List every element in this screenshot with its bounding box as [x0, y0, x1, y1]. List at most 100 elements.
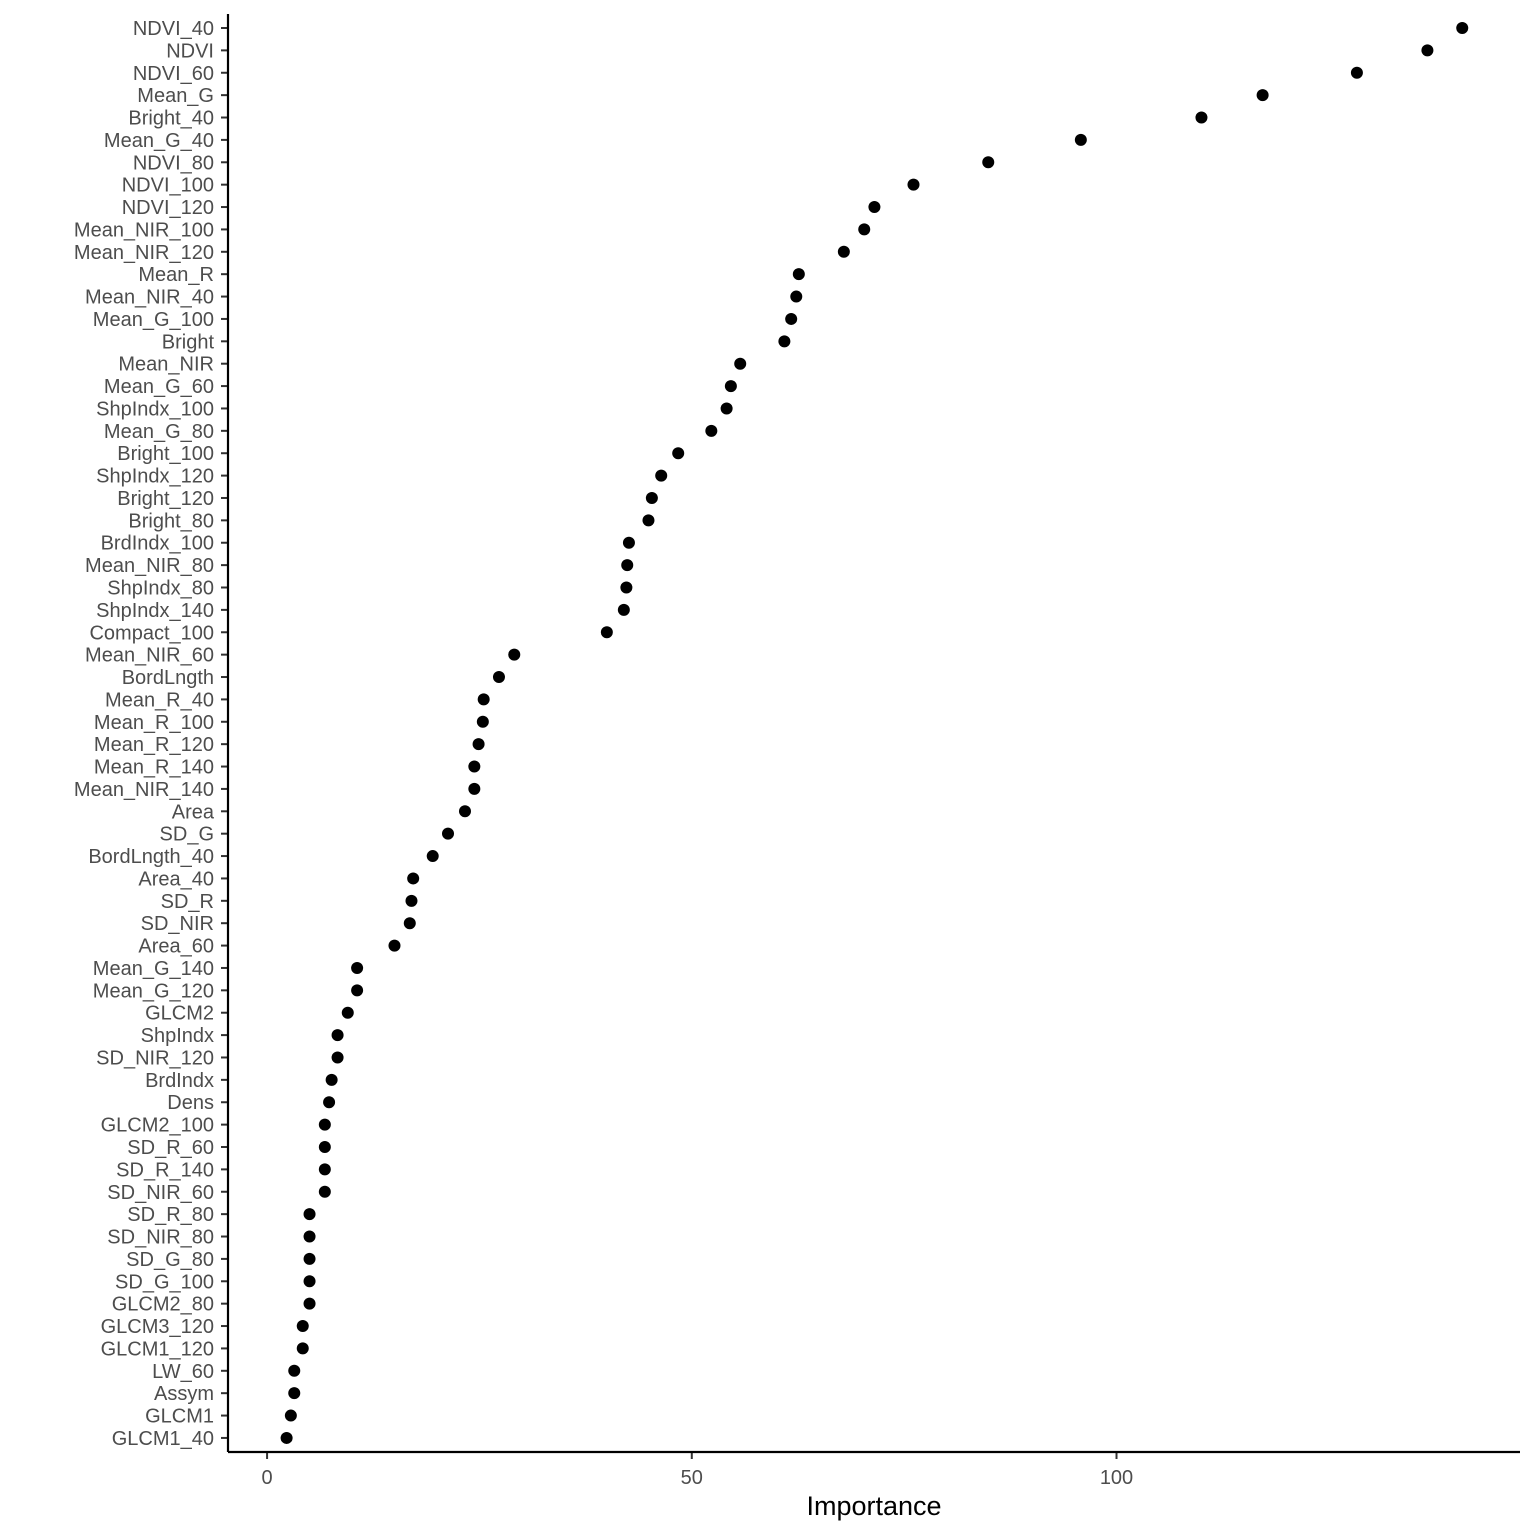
- y-tick-label: GLCM2: [145, 1003, 214, 1025]
- y-tick-label: Mean_NIR_80: [85, 555, 214, 577]
- data-point: [907, 178, 920, 191]
- y-tick-label: GLCM1_120: [101, 1338, 214, 1360]
- y-tick-label: Area: [172, 801, 215, 823]
- y-tick-label: Mean_G_80: [104, 421, 214, 443]
- y-tick-label: Dens: [167, 1092, 214, 1114]
- y-tick-label: Mean_NIR: [118, 354, 214, 376]
- data-point: [858, 223, 871, 236]
- x-axis-title: Importance: [806, 1491, 941, 1521]
- data-point: [508, 648, 521, 661]
- y-tick-label: Mean_G_40: [104, 130, 214, 152]
- data-point: [600, 626, 613, 639]
- data-points: [280, 22, 1469, 1444]
- y-tick-label: Area_40: [138, 868, 214, 890]
- y-tick-label: SD_NIR_120: [96, 1047, 214, 1069]
- data-point: [426, 850, 439, 863]
- data-point: [778, 335, 791, 348]
- y-tick-label: NDVI_80: [133, 152, 214, 174]
- data-point: [296, 1342, 309, 1355]
- data-point: [982, 156, 995, 169]
- y-tick-label: Compact_100: [89, 622, 214, 644]
- data-point: [477, 693, 490, 706]
- data-point: [1456, 22, 1469, 34]
- y-tick-label: Mean_R_120: [94, 734, 214, 756]
- x-tick-label: 100: [1100, 1467, 1133, 1489]
- y-tick-label: Mean_G: [137, 85, 214, 107]
- y-tick-label: NDVI_40: [133, 18, 214, 40]
- data-point: [318, 1118, 331, 1131]
- data-point: [672, 447, 685, 460]
- data-point: [720, 402, 733, 415]
- y-tick-label: Bright_100: [117, 443, 214, 465]
- data-point: [280, 1431, 293, 1444]
- data-point: [785, 312, 798, 325]
- y-tick-label: GLCM3_120: [101, 1316, 214, 1338]
- y-tick-label: Bright_40: [128, 108, 214, 130]
- data-point: [724, 380, 737, 393]
- data-point: [318, 1163, 331, 1176]
- data-point: [296, 1320, 309, 1333]
- y-tick-label: Mean_G_120: [93, 980, 214, 1002]
- y-tick-label: Mean_G_140: [93, 958, 214, 980]
- data-point: [331, 1029, 344, 1042]
- y-tick-label: Mean_R_40: [105, 689, 214, 711]
- y-tick-label: Assym: [154, 1383, 214, 1405]
- y-tick-label: BrdIndx_100: [101, 533, 214, 555]
- data-point: [288, 1387, 301, 1400]
- y-tick-label: Bright_120: [117, 488, 214, 510]
- y-tick-label: ShpIndx_120: [96, 466, 214, 488]
- data-point: [468, 760, 481, 773]
- y-tick-label: NDVI_100: [122, 175, 214, 197]
- data-point: [284, 1409, 297, 1422]
- data-point: [442, 827, 455, 840]
- x-tick-label: 50: [681, 1467, 703, 1489]
- data-point: [476, 715, 489, 728]
- y-tick-label: SD_NIR: [141, 913, 214, 935]
- data-point: [288, 1364, 301, 1377]
- data-point: [790, 290, 803, 303]
- data-point: [655, 469, 668, 482]
- y-tick-label: SD_G: [160, 824, 214, 846]
- y-tick-label: Area_60: [138, 936, 214, 958]
- y-tick-label: Mean_G_60: [104, 376, 214, 398]
- data-point: [351, 984, 364, 997]
- y-tick-label: Mean_NIR_140: [74, 779, 214, 801]
- y-tick-label: ShpIndx_100: [96, 398, 214, 420]
- y-tick-label: GLCM1: [145, 1406, 214, 1428]
- y-tick-label: GLCM2_100: [101, 1115, 214, 1137]
- y-tick-label: SD_NIR_80: [107, 1227, 214, 1249]
- data-point: [318, 1141, 331, 1153]
- x-tick-label: 0: [262, 1467, 273, 1489]
- y-tick-label: ShpIndx_80: [107, 578, 214, 600]
- y-tick-label: Mean_NIR_120: [74, 242, 214, 264]
- data-point: [331, 1051, 344, 1064]
- data-point: [642, 514, 655, 527]
- y-tick-label: Mean_NIR_60: [85, 645, 214, 667]
- data-point: [388, 939, 401, 952]
- data-point: [620, 581, 633, 594]
- data-point: [1195, 111, 1208, 124]
- data-point: [325, 1073, 338, 1086]
- y-tick-label: SD_R_80: [127, 1204, 214, 1226]
- y-tick-label: NDVI: [166, 40, 214, 62]
- data-point: [1350, 66, 1363, 79]
- data-point: [468, 782, 481, 795]
- data-point: [1421, 44, 1434, 57]
- data-point: [705, 424, 718, 437]
- y-tick-label: SD_G_100: [115, 1271, 214, 1293]
- y-tick-label: SD_R: [161, 891, 214, 913]
- y-tick-label: Bright: [162, 331, 215, 353]
- y-tick-label: SD_R_60: [127, 1137, 214, 1159]
- y-tick-label: BrdIndx: [145, 1070, 214, 1092]
- data-point: [351, 961, 364, 974]
- y-tick-label: Mean_NIR_40: [85, 287, 214, 309]
- data-point: [1074, 133, 1087, 146]
- data-point: [405, 894, 418, 907]
- data-point: [318, 1185, 331, 1198]
- data-point: [837, 245, 850, 258]
- y-tick-label: GLCM2_80: [112, 1294, 214, 1316]
- data-point: [492, 671, 505, 684]
- data-point: [734, 357, 747, 370]
